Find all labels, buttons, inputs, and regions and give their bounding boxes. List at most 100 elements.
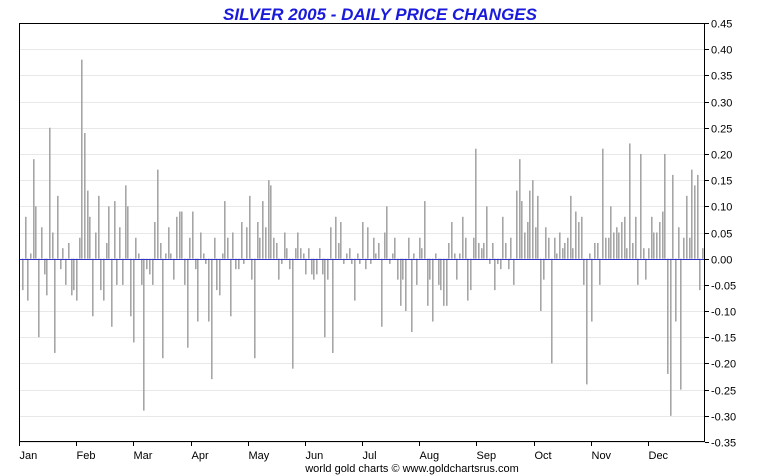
bar bbox=[157, 169, 159, 259]
y-tick-label: 0.45 bbox=[711, 19, 732, 31]
bar bbox=[135, 237, 137, 259]
bar bbox=[656, 232, 658, 259]
bar bbox=[316, 258, 318, 275]
y-tick-label: 0.15 bbox=[711, 176, 732, 188]
bar bbox=[324, 258, 326, 338]
bar bbox=[138, 253, 140, 259]
bar bbox=[354, 258, 356, 301]
chart-title: SILVER 2005 - DAILY PRICE CHANGES bbox=[223, 5, 538, 24]
bar bbox=[365, 258, 367, 270]
bar bbox=[429, 258, 431, 280]
bar bbox=[100, 258, 102, 291]
bar bbox=[683, 237, 685, 259]
bar bbox=[276, 242, 278, 259]
bar bbox=[465, 237, 467, 259]
y-tick-label: -0.15 bbox=[711, 333, 736, 345]
bar bbox=[500, 258, 502, 270]
bar bbox=[205, 258, 207, 264]
bar bbox=[381, 258, 383, 327]
bar bbox=[497, 258, 499, 264]
bar bbox=[618, 232, 620, 259]
bar bbox=[62, 248, 64, 259]
bar bbox=[486, 206, 488, 259]
bar bbox=[243, 258, 245, 264]
bar bbox=[621, 222, 623, 259]
bar bbox=[556, 253, 558, 259]
bar bbox=[338, 242, 340, 259]
bar bbox=[408, 237, 410, 259]
bar bbox=[510, 237, 512, 259]
bar bbox=[554, 237, 556, 259]
bar bbox=[686, 195, 688, 259]
bar bbox=[89, 216, 91, 259]
bar bbox=[249, 195, 251, 259]
bar bbox=[400, 258, 402, 306]
x-tick-label: Aug bbox=[420, 450, 440, 462]
bar bbox=[189, 237, 191, 259]
bar bbox=[149, 258, 151, 275]
bar bbox=[127, 206, 129, 259]
bar bbox=[564, 242, 566, 259]
bar bbox=[648, 248, 650, 259]
bar bbox=[397, 258, 399, 280]
bar bbox=[626, 248, 628, 259]
x-tick-label: Sep bbox=[477, 450, 497, 462]
bar bbox=[602, 148, 604, 259]
bar-series bbox=[22, 59, 704, 416]
bar bbox=[343, 258, 345, 264]
bar bbox=[38, 258, 40, 338]
x-tick-label: Jun bbox=[306, 450, 324, 462]
bar bbox=[697, 174, 699, 259]
bar bbox=[84, 132, 86, 259]
bar bbox=[694, 185, 696, 259]
bar bbox=[702, 248, 704, 259]
bar bbox=[251, 258, 253, 280]
bar bbox=[416, 258, 418, 285]
bar bbox=[46, 258, 48, 296]
bar bbox=[257, 222, 259, 259]
bar bbox=[154, 222, 156, 259]
bar bbox=[273, 237, 275, 259]
bar bbox=[254, 258, 256, 359]
bar bbox=[335, 216, 337, 259]
bar bbox=[405, 258, 407, 312]
bar bbox=[308, 248, 310, 259]
bar bbox=[402, 258, 404, 280]
bar bbox=[214, 237, 216, 259]
bar bbox=[130, 258, 132, 317]
bar bbox=[567, 237, 569, 259]
bar bbox=[27, 258, 29, 301]
bar bbox=[297, 232, 299, 259]
bar bbox=[446, 258, 448, 306]
bar bbox=[305, 258, 307, 275]
bar bbox=[143, 258, 145, 411]
bar bbox=[289, 258, 291, 270]
bar bbox=[162, 258, 164, 359]
bar bbox=[516, 190, 518, 259]
bar bbox=[122, 258, 124, 285]
bar bbox=[581, 216, 583, 259]
bar bbox=[527, 222, 529, 259]
bar bbox=[605, 237, 607, 259]
bar bbox=[300, 248, 302, 259]
bar bbox=[492, 242, 494, 259]
bar bbox=[513, 258, 515, 285]
bar bbox=[535, 227, 537, 259]
bar bbox=[578, 222, 580, 259]
bar bbox=[454, 253, 456, 259]
y-tick-label: 0.05 bbox=[711, 229, 732, 241]
bar bbox=[489, 258, 491, 264]
bar bbox=[599, 258, 601, 285]
bar bbox=[259, 237, 261, 259]
bar bbox=[60, 258, 62, 270]
bar bbox=[610, 206, 612, 259]
bar bbox=[586, 258, 588, 385]
bar bbox=[467, 258, 469, 301]
bar bbox=[313, 258, 315, 280]
y-tick-label: 0.40 bbox=[711, 45, 732, 57]
bar bbox=[543, 258, 545, 280]
bar bbox=[200, 232, 202, 259]
bar bbox=[667, 258, 669, 374]
x-tick-label: Oct bbox=[535, 450, 552, 462]
